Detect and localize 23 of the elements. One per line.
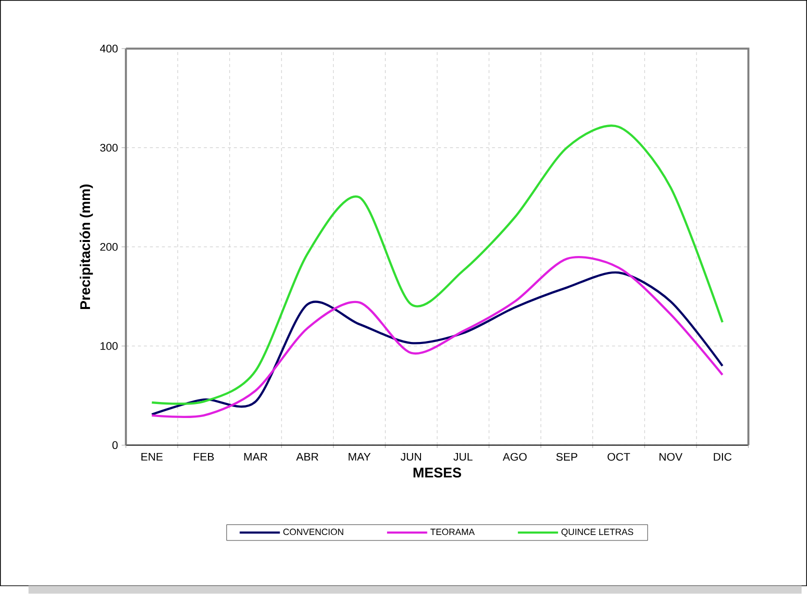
line-series (150, 124, 724, 405)
x-axis-title: MESES (414, 468, 462, 478)
legend-label: CONVENCION (283, 528, 344, 536)
x-tick-label: OCT (608, 453, 630, 461)
x-tick-label: ABR (296, 453, 318, 461)
legend-label: QUINCE LETRAS (561, 528, 634, 537)
x-tick-label: MAR (244, 453, 268, 461)
x-tick-label: FEB (194, 453, 214, 461)
legend-label: TEORAMA (430, 528, 475, 536)
x-tick-label: DIC (714, 453, 732, 461)
x-tick-label: NOV (660, 453, 682, 461)
y-axis-title: Precipitación (mm) (80, 184, 93, 310)
y-tick-label: 0 (112, 441, 118, 450)
y-tick-label: 100 (100, 342, 118, 350)
x-tick-label: JUN (400, 453, 421, 461)
x-tick-label: ENE (141, 453, 163, 461)
y-tick-label: 200 (100, 243, 118, 251)
x-tick-label: SEP (556, 453, 578, 461)
y-tick-label: 300 (100, 144, 118, 152)
x-tick-label: JUL (453, 453, 472, 461)
y-tick-label: 400 (100, 44, 118, 53)
x-tick-label: MAY (348, 453, 371, 461)
x-tick-label: AGO (502, 453, 527, 461)
